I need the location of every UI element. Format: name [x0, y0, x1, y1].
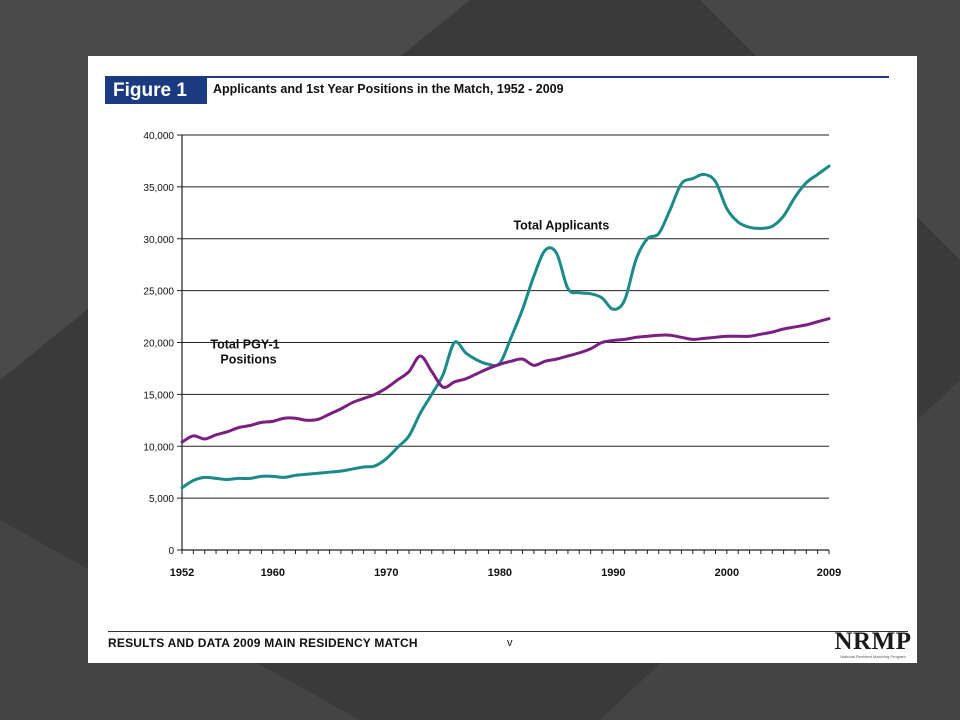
x-tick-label: 1990 — [601, 567, 625, 579]
series-line-total-applicants — [180, 164, 831, 490]
y-tick-label: 15,000 — [143, 390, 174, 401]
y-tick-label: 35,000 — [143, 183, 174, 194]
x-tick-label: 1970 — [374, 567, 398, 579]
y-tick-label: 25,000 — [143, 287, 174, 298]
series-label-total-pgy-1-positions: Positions — [220, 353, 276, 367]
x-tick-labels: 1952 1960 1970 1980 1990 2000 2009 — [170, 567, 841, 579]
series-lines — [180, 164, 831, 490]
y-tick-label: 5,000 — [149, 494, 174, 505]
y-tick-labels: 0 5,000 10,000 15,000 20,000 25,000 30,000 35,0… — [143, 131, 174, 557]
line-chart: 0 5,000 10,000 15,000 20,000 25,000 30,000 35,0… — [143, 131, 841, 579]
y-tick-label: 40,000 — [143, 131, 174, 142]
logo-subtitle: National Resident Matching Program — [840, 654, 906, 659]
figure-panel: 0 5,000 10,000 15,000 20,000 25,000 30,000 35,0… — [88, 56, 917, 663]
series-label-total-pgy-1-positions: Total PGY-1 — [210, 338, 279, 352]
footer-divider — [108, 631, 908, 632]
footer-text: RESULTS AND DATA 2009 MAIN RESIDENCY MAT… — [108, 636, 418, 650]
y-tick-label: 0 — [168, 546, 174, 557]
x-tick-label: 1952 — [170, 567, 194, 579]
grid-lines — [182, 134, 829, 499]
nrmp-logo: NRMP National Resident Matching Program — [833, 628, 913, 659]
series-label-total-applicants: Total Applicants — [513, 218, 609, 232]
figure-header: Figure 1 Applicants and 1st Year Positio… — [105, 76, 889, 104]
page-number: v — [507, 637, 513, 649]
x-tick-label: 1960 — [261, 567, 285, 579]
x-tick-label: 1980 — [488, 567, 512, 579]
logo-text: NRMP — [834, 628, 912, 655]
figure-title: Applicants and 1st Year Positions in the… — [213, 82, 564, 96]
x-tick-label: 2009 — [817, 567, 841, 579]
y-tick-label: 10,000 — [143, 442, 174, 453]
y-tick-label: 20,000 — [143, 339, 174, 350]
figure-tag: Figure 1 — [105, 78, 207, 104]
y-tick-label: 30,000 — [143, 235, 174, 246]
x-tick-label: 2000 — [715, 567, 739, 579]
series-line-total-pgy-1-positions — [180, 317, 831, 444]
axes — [177, 134, 830, 554]
